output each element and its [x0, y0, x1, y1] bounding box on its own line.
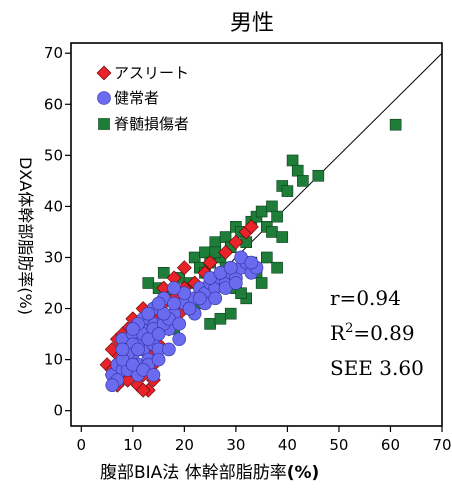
data-point — [255, 205, 268, 218]
data-point — [126, 322, 140, 336]
data-point — [228, 234, 244, 250]
data-point — [271, 210, 283, 223]
x-axis-label: 腹部BIA法 体幹部脂肪率(%) — [100, 462, 319, 483]
legend-marker — [96, 65, 112, 81]
data-point — [389, 118, 402, 131]
data-point — [151, 327, 166, 341]
x-tick-label: 40 — [278, 436, 297, 454]
stats-box: r=0.94 R2=0.89 SEE 3.60 — [330, 286, 424, 380]
data-point — [115, 342, 130, 357]
data-point — [135, 382, 151, 398]
data-point — [235, 287, 247, 300]
y-tick-label: 30 — [44, 248, 63, 266]
x-tick-label: 10 — [123, 436, 142, 454]
data-point — [244, 255, 259, 270]
legend-item: アスリート — [96, 64, 189, 82]
data-point — [229, 276, 243, 290]
data-point — [202, 255, 218, 271]
x-tick-label: 20 — [175, 436, 194, 454]
y-tick-label: 70 — [44, 44, 63, 62]
legend-label: 脊髄損傷者 — [114, 115, 189, 133]
x-tick-label: 50 — [329, 436, 348, 454]
data-point — [176, 260, 192, 276]
data-point — [312, 169, 325, 182]
x-axis-label-unit: (%) — [287, 463, 320, 483]
data-point — [162, 342, 176, 357]
legend-item: 脊髄損傷者 — [98, 115, 189, 133]
legend-item: 健常者 — [97, 89, 159, 107]
data-point — [199, 246, 211, 259]
x-tick-label: 30 — [226, 436, 245, 454]
legend-marker — [98, 118, 110, 130]
data-point — [172, 317, 187, 331]
y-tick-label: 50 — [44, 146, 63, 164]
data-point — [182, 301, 197, 316]
y-tick-label: 0 — [53, 402, 63, 420]
y-tick-label: 20 — [44, 300, 63, 318]
data-point — [214, 312, 227, 325]
data-point — [208, 291, 223, 306]
plot-frame — [70, 42, 443, 427]
data-point — [151, 296, 166, 311]
data-point — [224, 307, 237, 320]
data-point — [271, 261, 283, 274]
data-point — [167, 281, 181, 295]
data-point — [141, 306, 156, 321]
data-point — [261, 251, 273, 264]
data-point — [281, 185, 294, 197]
data-point — [209, 236, 222, 248]
y-tick-label: 10 — [44, 351, 63, 369]
stat-r: r=0.94 — [330, 286, 401, 310]
x-tick-label: 70 — [432, 436, 451, 454]
y-tick-label: 40 — [44, 197, 63, 215]
data-point — [276, 231, 289, 243]
data-points — [99, 118, 402, 398]
data-point — [297, 175, 309, 187]
stat-see: SEE 3.60 — [330, 356, 424, 380]
data-point — [266, 226, 278, 238]
chart-title: 男性 — [230, 11, 274, 36]
data-point — [167, 296, 181, 311]
legend-label: 健常者 — [114, 89, 159, 107]
data-point — [286, 154, 299, 167]
data-point — [219, 231, 232, 243]
stat-r2-sup: 2 — [345, 321, 353, 336]
data-point — [146, 368, 161, 382]
data-point — [218, 244, 234, 260]
data-point — [266, 200, 278, 213]
stat-r2: R2=0.89 — [330, 321, 415, 345]
data-point — [193, 291, 207, 306]
data-point — [105, 378, 120, 392]
legend-label: アスリート — [114, 64, 189, 82]
series-circle — [105, 250, 264, 392]
data-point — [223, 260, 238, 275]
data-point — [188, 251, 201, 264]
data-point — [157, 266, 170, 279]
stat-r2-prefix: R — [330, 321, 346, 345]
y-tick-label: 60 — [44, 95, 63, 113]
data-point — [151, 352, 166, 367]
x-axis-label-text: 腹部BIA法 体幹部脂肪率 — [100, 462, 287, 483]
data-point — [172, 332, 187, 346]
x-tick-label: 60 — [381, 436, 400, 454]
x-tick-label: 0 — [77, 436, 87, 454]
y-axis-ticks: 0 10 20 30 40 50 60 70 — [44, 44, 71, 420]
data-point — [142, 277, 155, 289]
stat-r2-value: =0.89 — [353, 321, 414, 345]
data-point — [291, 164, 304, 177]
legend-marker — [97, 91, 111, 105]
data-point — [131, 342, 145, 357]
x-axis-ticks: 0 10 20 30 40 50 60 70 — [77, 426, 452, 454]
data-point — [204, 318, 216, 330]
y-axis-label: DXA体幹部脂肪率(%) — [16, 157, 35, 315]
data-point — [243, 219, 259, 235]
data-point — [255, 277, 268, 289]
